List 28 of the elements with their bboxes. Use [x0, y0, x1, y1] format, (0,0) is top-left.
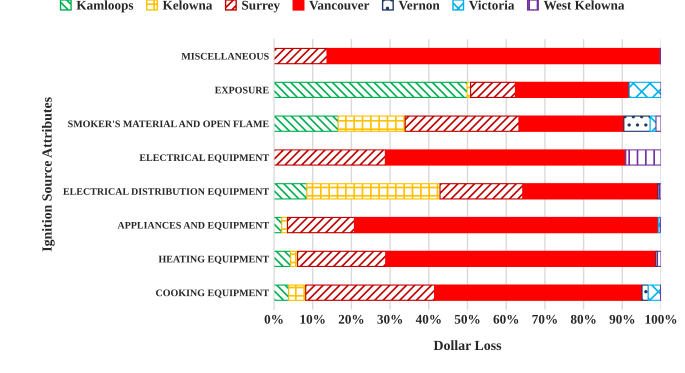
legend-label: Kelowna — [162, 0, 212, 10]
legend-label: Kamloops — [76, 0, 134, 12]
legend-label: Victoria — [468, 0, 514, 10]
y-tick-label: APPLIANCES AND EQUIPMENT — [118, 222, 269, 230]
y-tick-label: SMOKER'S MATERIAL AND OPEN FLAME — [68, 120, 269, 128]
legend-label: West Kelowna — [544, 0, 624, 10]
legend-label: Vernon — [398, 0, 440, 10]
x-tick-label: 100% — [646, 314, 676, 324]
x-tick-label: 10% — [300, 314, 325, 324]
legend-label: Surrey — [242, 0, 280, 12]
x-tick-label: 30% — [377, 314, 402, 324]
x-tick-label: 0% — [264, 314, 283, 324]
x-tick-label: 20% — [338, 314, 364, 324]
x-tick-label: 40% — [416, 314, 441, 324]
y-tick-label: ELECTRICAL DISTRIBUTION EQUIPMENT — [63, 188, 269, 196]
y-tick-label: MISCELLANEOUS — [182, 52, 269, 60]
y-tick-label: ELECTRICAL EQUIPMENT — [140, 154, 269, 163]
x-tick-label: 90% — [609, 314, 634, 324]
y-axis-title: Ignition Source Attributes — [42, 97, 55, 252]
x-tick-label: 80% — [570, 314, 596, 324]
x-tick-label: 60% — [493, 314, 518, 324]
x-tick-label: 50% — [454, 314, 480, 324]
y-tick-label: HEATING EQUIPMENT — [158, 256, 269, 264]
x-axis-title: Dollar Loss — [434, 340, 502, 350]
legend-label: Vancouver — [309, 0, 370, 10]
y-tick-label: EXPOSURE — [214, 86, 269, 94]
y-tick-label: COOKING EQUIPMENT — [156, 290, 269, 298]
x-tick-label: 70% — [532, 314, 557, 324]
